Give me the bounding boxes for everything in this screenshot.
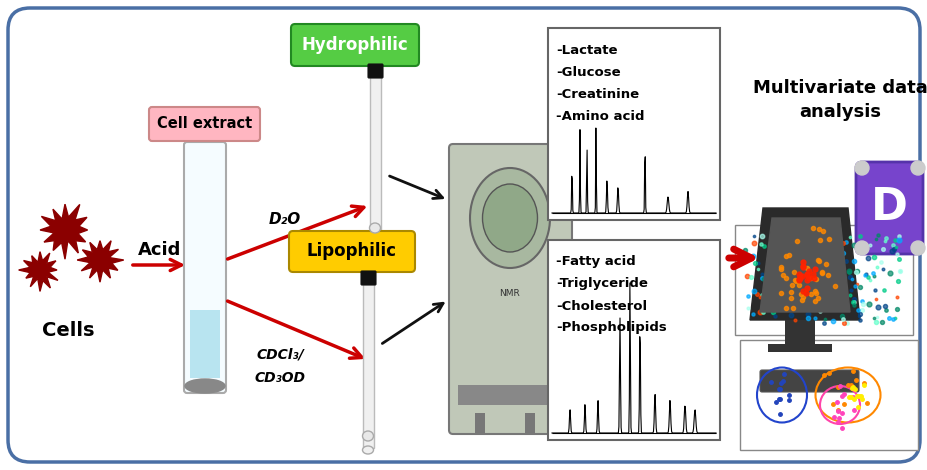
- Text: CDCl₃/: CDCl₃/: [256, 348, 303, 362]
- Polygon shape: [40, 204, 87, 259]
- Bar: [525, 413, 535, 435]
- Circle shape: [854, 161, 868, 175]
- Text: Multivariate data
analysis: Multivariate data analysis: [752, 79, 926, 121]
- Ellipse shape: [469, 168, 550, 268]
- FancyBboxPatch shape: [288, 231, 414, 272]
- Text: -Lactate: -Lactate: [555, 44, 616, 56]
- Text: -Fatty acid: -Fatty acid: [555, 256, 635, 268]
- FancyBboxPatch shape: [291, 24, 419, 66]
- Circle shape: [910, 241, 924, 255]
- Bar: [739, 340, 917, 450]
- Text: Cells: Cells: [42, 321, 95, 339]
- Bar: [370, 77, 381, 240]
- Circle shape: [910, 161, 924, 175]
- FancyBboxPatch shape: [149, 107, 260, 141]
- Ellipse shape: [184, 379, 224, 393]
- Circle shape: [854, 241, 868, 255]
- Bar: [362, 284, 374, 448]
- Ellipse shape: [369, 238, 380, 246]
- Bar: [475, 413, 485, 435]
- Text: Lipophilic: Lipophilic: [307, 242, 397, 260]
- FancyBboxPatch shape: [8, 8, 919, 462]
- Polygon shape: [77, 241, 123, 282]
- Ellipse shape: [369, 223, 380, 233]
- FancyBboxPatch shape: [759, 370, 858, 392]
- Polygon shape: [19, 251, 57, 291]
- Text: Cell extract: Cell extract: [158, 117, 252, 132]
- Bar: [768, 344, 832, 352]
- FancyBboxPatch shape: [361, 271, 375, 285]
- Bar: [548, 240, 719, 440]
- Text: -Cholesterol: -Cholesterol: [555, 299, 646, 313]
- Polygon shape: [749, 208, 859, 320]
- Text: -Amino acid: -Amino acid: [555, 110, 644, 123]
- FancyBboxPatch shape: [184, 142, 226, 393]
- Text: Acid: Acid: [138, 241, 182, 259]
- Text: D: D: [870, 187, 907, 229]
- FancyBboxPatch shape: [449, 144, 571, 434]
- Ellipse shape: [482, 184, 537, 252]
- Text: -Glucose: -Glucose: [555, 65, 620, 78]
- Text: D₂O: D₂O: [269, 212, 300, 227]
- Text: Hydrophilic: Hydrophilic: [301, 36, 408, 54]
- Text: CD₃OD: CD₃OD: [254, 371, 305, 385]
- Bar: [548, 28, 719, 220]
- Ellipse shape: [362, 431, 373, 441]
- Bar: [458, 385, 563, 405]
- Text: NMR: NMR: [499, 289, 520, 298]
- Text: -Creatinine: -Creatinine: [555, 87, 639, 101]
- Text: -Triglyceride: -Triglyceride: [555, 277, 647, 290]
- FancyBboxPatch shape: [855, 162, 922, 254]
- Text: -Phospholipids: -Phospholipids: [555, 321, 666, 335]
- FancyBboxPatch shape: [368, 64, 383, 78]
- Bar: [190, 310, 220, 378]
- Bar: [784, 320, 814, 345]
- Bar: [734, 225, 912, 335]
- Ellipse shape: [362, 446, 373, 454]
- Polygon shape: [759, 218, 849, 312]
